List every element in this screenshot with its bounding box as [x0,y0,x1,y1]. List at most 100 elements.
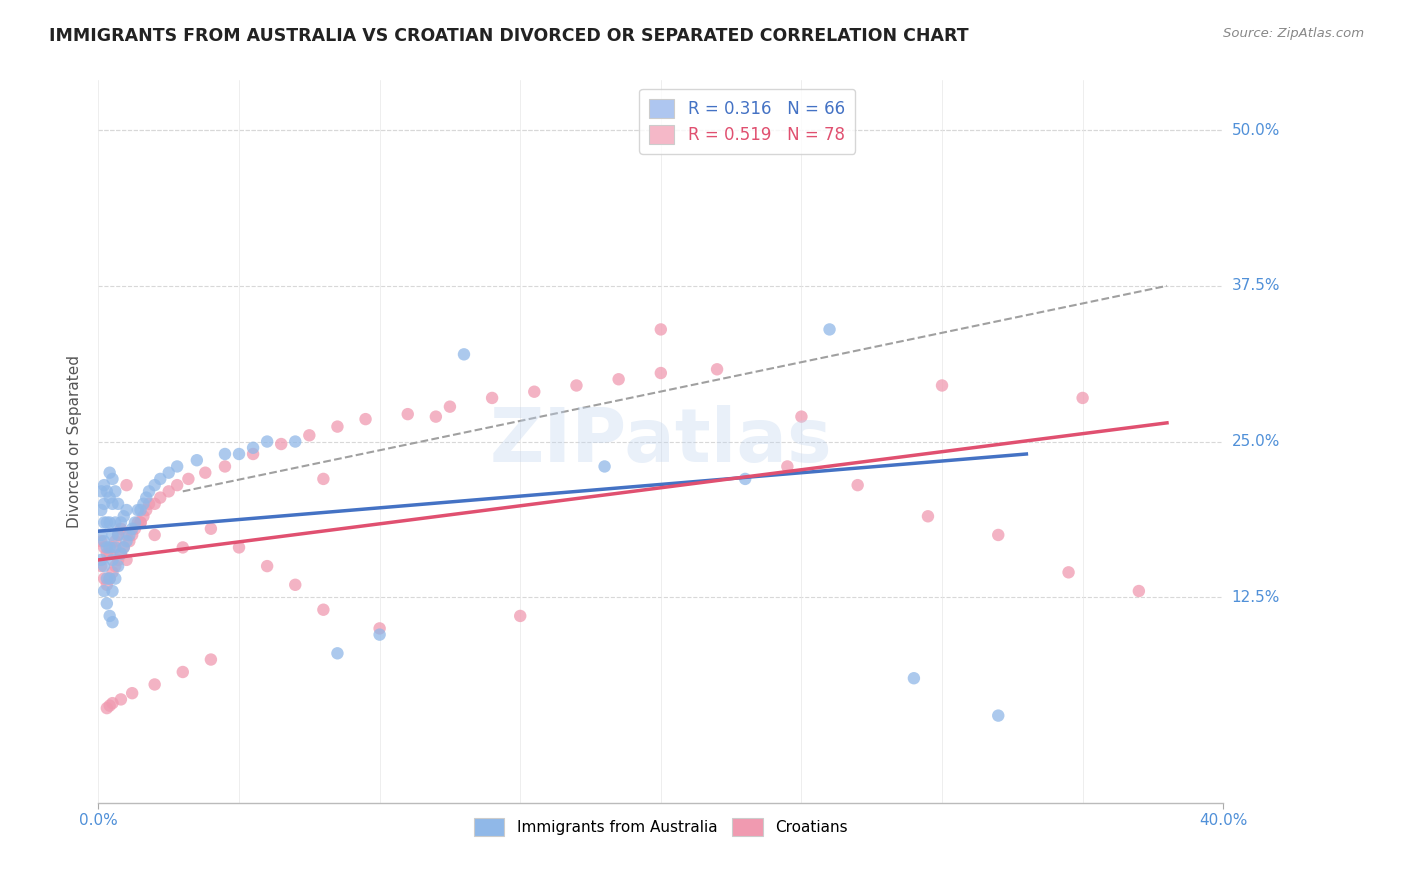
Point [987,528,1010,542]
Point [931,378,953,392]
Point [818,322,841,336]
Point [107,559,129,574]
Point [107,528,129,542]
Point [90,559,112,574]
Point [121,686,143,700]
Point [453,347,475,361]
Point [1057,566,1080,580]
Point [96,701,118,715]
Point [121,528,143,542]
Point [790,409,813,424]
Point [93,572,115,586]
Point [115,528,138,542]
Point [396,407,419,421]
Point [101,528,124,542]
Point [256,559,278,574]
Point [135,503,157,517]
Point [101,584,124,599]
Text: ZIPatlas: ZIPatlas [489,405,832,478]
Point [101,541,124,555]
Point [368,627,391,641]
Point [326,419,349,434]
Point [110,522,132,536]
Point [132,497,155,511]
Point [270,437,292,451]
Point [93,534,115,549]
Point [439,400,461,414]
Point [135,491,157,505]
Point [112,541,135,555]
Point [214,447,236,461]
Text: IMMIGRANTS FROM AUSTRALIA VS CROATIAN DIVORCED OR SEPARATED CORRELATION CHART: IMMIGRANTS FROM AUSTRALIA VS CROATIAN DI… [49,27,969,45]
Legend: Immigrants from Australia, Croatians: Immigrants from Australia, Croatians [468,813,853,842]
Point [1128,584,1150,599]
Point [650,366,672,380]
Text: 50.0%: 50.0% [1232,122,1279,137]
Y-axis label: Divorced or Separated: Divorced or Separated [67,355,83,528]
Point [90,553,112,567]
Point [284,578,307,592]
Point [186,453,208,467]
Point [903,671,925,685]
Point [242,441,264,455]
Point [284,434,307,449]
Point [312,472,335,486]
Text: Source: ZipAtlas.com: Source: ZipAtlas.com [1223,27,1364,40]
Point [101,566,124,580]
Point [326,646,349,660]
Point [98,572,121,586]
Point [101,472,124,486]
Point [172,665,194,679]
Point [93,584,115,599]
Point [90,484,112,499]
Point [200,652,222,666]
Point [481,391,503,405]
Point [90,534,112,549]
Point [368,621,391,635]
Point [298,428,321,442]
Point [129,516,152,530]
Point [110,547,132,561]
Point [110,516,132,530]
Point [115,553,138,567]
Point [118,528,141,542]
Point [96,597,118,611]
Point [242,447,264,461]
Point [104,541,127,555]
Point [200,522,222,536]
Point [93,497,115,511]
Point [138,484,160,499]
Point [166,478,188,492]
Point [112,541,135,555]
Text: 25.0%: 25.0% [1232,434,1279,449]
Point [101,553,124,567]
Point [734,472,756,486]
Point [98,466,121,480]
Point [124,522,146,536]
Point [96,547,118,561]
Point [143,478,166,492]
Point [127,503,149,517]
Point [110,547,132,561]
Point [194,466,217,480]
Point [523,384,546,399]
Point [104,516,127,530]
Point [115,534,138,549]
Point [96,541,118,555]
Point [107,497,129,511]
Point [157,466,180,480]
Point [93,541,115,555]
Point [214,459,236,474]
Point [1071,391,1094,405]
Point [565,378,588,392]
Point [112,509,135,524]
Point [98,491,121,505]
Point [593,459,616,474]
Point [104,484,127,499]
Point [157,484,180,499]
Point [166,459,188,474]
Point [354,412,377,426]
Point [312,603,335,617]
Point [987,708,1010,723]
Point [706,362,728,376]
